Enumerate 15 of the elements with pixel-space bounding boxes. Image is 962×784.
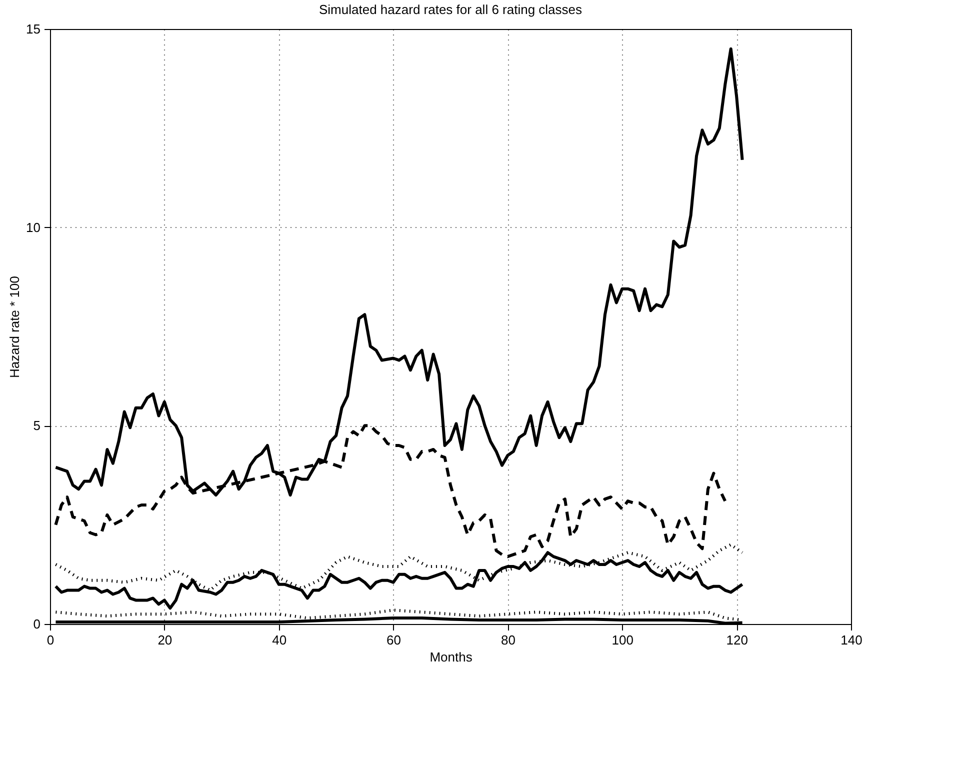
chart-title: Simulated hazard rates for all 6 rating classes bbox=[318, 2, 583, 17]
x-tick-label: 80 bbox=[500, 632, 516, 648]
x-tick-label: 140 bbox=[840, 632, 862, 648]
x-tick-label: 60 bbox=[386, 632, 402, 648]
y-tick-label: 5 bbox=[33, 418, 40, 434]
y-tick-label: 0 bbox=[33, 616, 40, 632]
x-tick-label: 20 bbox=[158, 632, 172, 648]
x-axis-title: Months bbox=[430, 650, 473, 664]
y-tick-label: 10 bbox=[26, 220, 40, 235]
y-tick-label: 15 bbox=[26, 22, 40, 36]
y-axis-title: Hazard rate * 100 bbox=[7, 276, 22, 378]
x-tick-label: 40 bbox=[272, 632, 287, 648]
x-tick-label: 100 bbox=[612, 632, 634, 648]
x-tick-label: 0 bbox=[46, 632, 54, 648]
x-tick-label: 120 bbox=[726, 632, 748, 648]
